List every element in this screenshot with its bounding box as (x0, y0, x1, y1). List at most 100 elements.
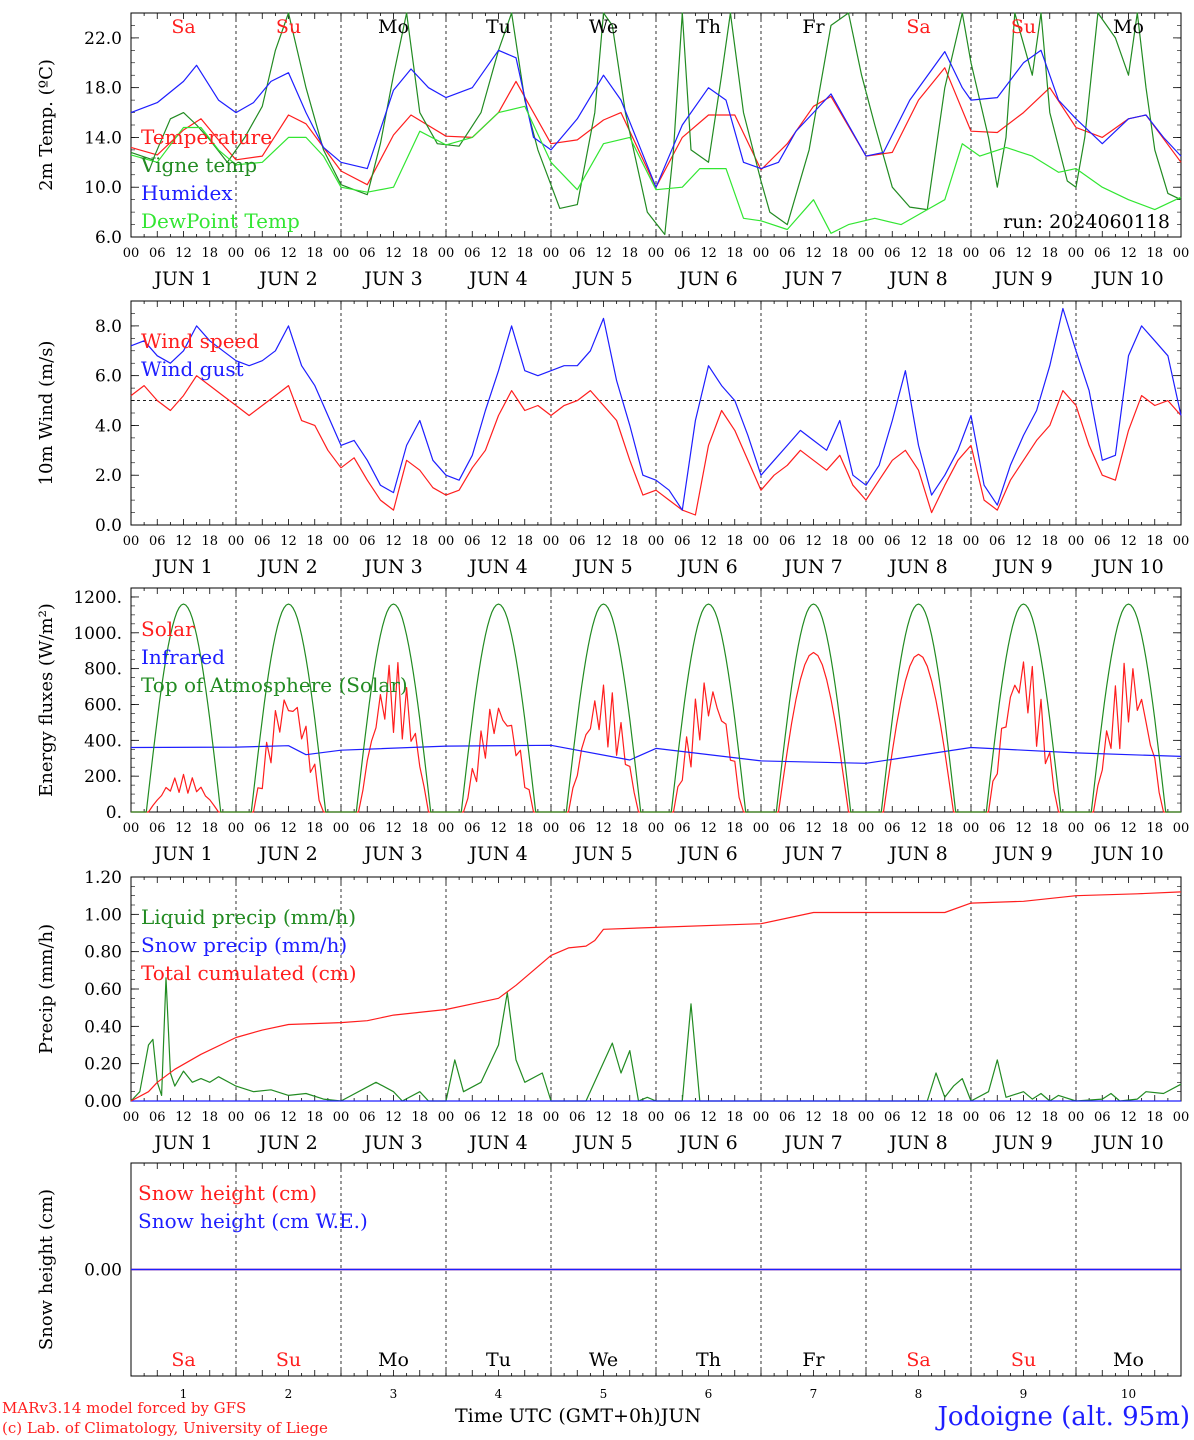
panel2-x-hour-label: 18 (516, 534, 533, 549)
panel1-y-tick-label: 22.0 (84, 29, 122, 49)
panel2-x-hour-label: 12 (280, 534, 297, 549)
month-label: JUN (660, 1405, 701, 1427)
panel1-x-day-label: JUN 3 (362, 268, 422, 290)
panel3-x-hour-label: 00 (123, 821, 140, 836)
panel1-x-hour-label: 18 (936, 246, 953, 261)
panel1-legend-vigne-temp: Vigne temp (140, 153, 257, 177)
panel2-x-hour-label: 18 (201, 534, 218, 549)
panel3-x-hour-label: 06 (569, 821, 586, 836)
panel3-x-hour-label: 00 (438, 821, 455, 836)
day-number-label: 10 (1121, 1387, 1136, 1401)
panel4-x-hour-label: 18 (1041, 1110, 1058, 1125)
panel1-x-hour-label: 06 (254, 246, 271, 261)
panel2-x-hour-label: 00 (438, 534, 455, 549)
panel2-x-hour-label: 00 (1173, 534, 1190, 549)
panel1-x-hour-label: 12 (1120, 246, 1137, 261)
panel1-x-hour-label: 06 (359, 246, 376, 261)
panel4-x-hour-label: 18 (831, 1110, 848, 1125)
panel4-x-hour-label: 18 (411, 1110, 428, 1125)
panel4-x-day-label: JUN 10 (1091, 1132, 1163, 1154)
panel4-x-hour-label: 18 (516, 1110, 533, 1125)
panel3-x-hour-label: 18 (306, 821, 323, 836)
panel4-y-tick-label: 0.40 (84, 1017, 122, 1037)
panel1-legend-temperature: Temperature (141, 125, 272, 149)
panel2-x-hour-label: 18 (411, 534, 428, 549)
panel2-x-hour-label: 12 (805, 534, 822, 549)
panel4-x-hour-label: 06 (779, 1110, 796, 1125)
day-number-label: 8 (915, 1387, 923, 1401)
panel2-y-tick-label: 0.0 (95, 516, 122, 536)
panel3-x-hour-label: 12 (490, 821, 507, 836)
panel4-x-hour-label: 06 (464, 1110, 481, 1125)
panel3-x-hour-label: 06 (464, 821, 481, 836)
panel3-x-day-label: JUN 5 (572, 843, 632, 865)
panel1-y-tick-label: 18.0 (84, 79, 122, 99)
panel4-series-liquid-precip-mm-h (130, 977, 1182, 1102)
panel2-x-hour-label: 12 (490, 534, 507, 549)
panel5-weekday-label: Sa (906, 1349, 930, 1371)
panel3-y-tick-label: 0. (106, 803, 122, 823)
panel1-x-hour-label: 06 (779, 246, 796, 261)
panel3-x-hour-label: 18 (936, 821, 953, 836)
panel2-x-hour-label: 12 (385, 534, 402, 549)
day-number-label: 5 (600, 1387, 608, 1401)
panel1-x-hour-label: 18 (411, 246, 428, 261)
panel2-x-hour-label: 06 (674, 534, 691, 549)
panel2-y-tick-label: 4.0 (95, 416, 122, 436)
panel1-x-hour-label: 12 (280, 246, 297, 261)
panel1-x-hour-label: 06 (989, 246, 1006, 261)
panel4-x-hour-label: 12 (175, 1110, 192, 1125)
panel3-x-hour-label: 12 (1120, 821, 1137, 836)
panel3-x-hour-label: 18 (621, 821, 638, 836)
panel4-x-hour-label: 06 (1094, 1110, 1111, 1125)
panel4-x-day-label: JUN 3 (362, 1132, 422, 1154)
panel3-x-day-label: JUN 2 (257, 843, 317, 865)
panel3-x-hour-label: 06 (779, 821, 796, 836)
panel4-x-day-label: JUN 6 (677, 1132, 737, 1154)
panel2-y-axis-label: 10m Wind (m/s) (36, 341, 57, 486)
panel3-x-hour-label: 00 (963, 821, 980, 836)
panel1-x-hour-label: 18 (1146, 246, 1163, 261)
panel4-x-hour-label: 00 (963, 1110, 980, 1125)
panel2-x-hour-label: 18 (621, 534, 638, 549)
panel2-x-hour-label: 00 (858, 534, 875, 549)
panel1-x-hour-label: 12 (595, 246, 612, 261)
panel2-x-hour-label: 18 (936, 534, 953, 549)
panel3-x-hour-label: 18 (726, 821, 743, 836)
run-label: run: 2024060118 (1003, 211, 1170, 233)
panel3-x-day-label: JUN 7 (782, 843, 842, 865)
panel2-x-hour-label: 06 (359, 534, 376, 549)
panel2-x-hour-label: 06 (569, 534, 586, 549)
panel1-x-hour-label: 00 (648, 246, 665, 261)
panel3-x-hour-label: 12 (700, 821, 717, 836)
panel2-x-hour-label: 00 (963, 534, 980, 549)
panel1-x-hour-label: 00 (858, 246, 875, 261)
panel3-legend-infrared: Infrared (141, 645, 225, 669)
panel4-x-day-label: JUN 5 (572, 1132, 632, 1154)
panel2-y-tick-label: 8.0 (95, 317, 122, 337)
panel4-x-hour-label: 00 (228, 1110, 245, 1125)
panel1-x-hour-label: 06 (569, 246, 586, 261)
panel4-x-hour-label: 06 (569, 1110, 586, 1125)
panel3-x-hour-label: 00 (753, 821, 770, 836)
panel3-x-hour-label: 06 (359, 821, 376, 836)
panel3-frame (130, 587, 1182, 813)
panel2-x-day-label: JUN 10 (1091, 556, 1163, 578)
panel2-x-day-label: JUN 8 (887, 556, 947, 578)
panel2-x-day-label: JUN 7 (782, 556, 842, 578)
panel3-x-hour-label: 12 (910, 821, 927, 836)
panel2-x-hour-label: 06 (254, 534, 271, 549)
panel1-y-tick-label: 10.0 (84, 178, 122, 198)
panel1-x-hour-label: 00 (543, 246, 560, 261)
panel1-legend-humidex: Humidex (141, 181, 233, 205)
panel2-x-hour-label: 12 (175, 534, 192, 549)
station-label: Jodoigne (alt. 95m) (937, 1402, 1190, 1432)
panel2-series-wind-speed (130, 375, 1182, 516)
panel2-x-hour-label: 00 (228, 534, 245, 549)
panel1-legend-dewpoint-temp: DewPoint Temp (141, 209, 300, 233)
panel2-x-hour-label: 06 (989, 534, 1006, 549)
panel1-y-tick-label: 6.0 (95, 228, 122, 248)
day-number-label: 1 (180, 1387, 188, 1401)
panel2-x-hour-label: 12 (700, 534, 717, 549)
